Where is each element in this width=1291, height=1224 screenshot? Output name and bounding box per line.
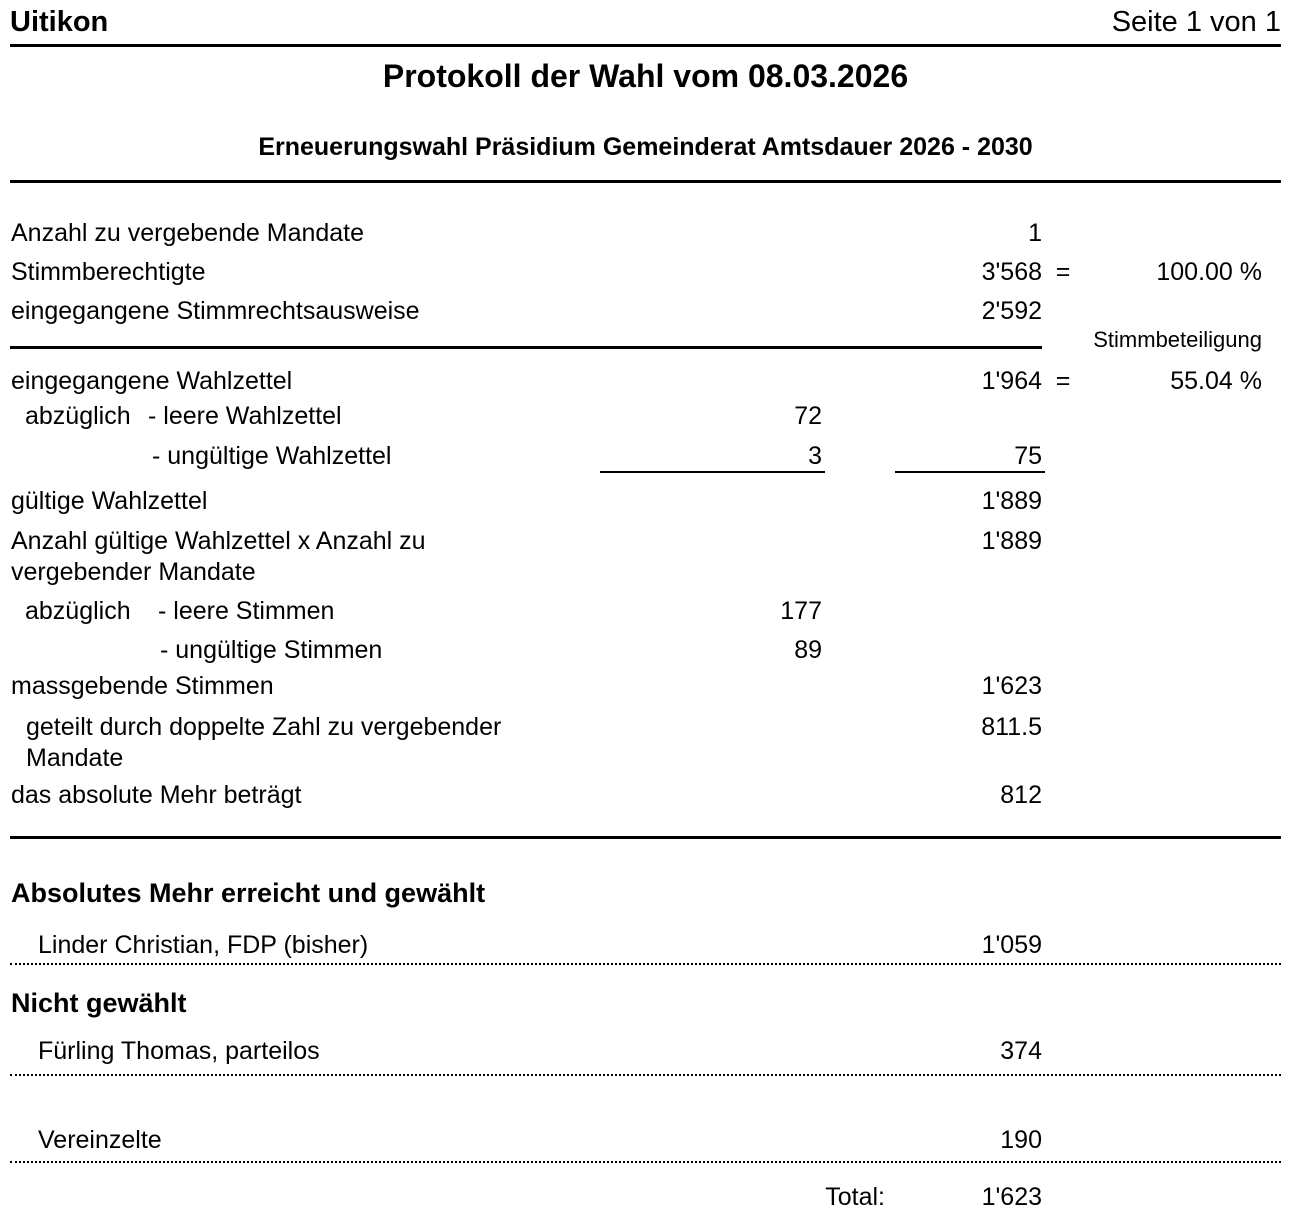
dotted-divider	[10, 1161, 1281, 1163]
page-number: Seite 1 von 1	[1111, 6, 1281, 38]
stat-label: gültige Wahlzettel	[11, 487, 208, 515]
document-title: Protokoll der Wahl vom 08.03.2026	[382, 58, 909, 94]
equals-sign: =	[1055, 258, 1071, 286]
stat-percentage: 100.00 %	[1156, 258, 1262, 286]
stat-label: das absolute Mehr beträgt	[11, 781, 302, 809]
stat-label-line2: vergebender Mandate	[11, 558, 256, 586]
candidate-votes: 374	[1000, 1037, 1042, 1065]
stat-label-line1: Anzahl gültige Wahlzettel x Anzahl zu	[11, 527, 426, 555]
stat-value: 72	[794, 402, 822, 430]
total-label: Total:	[825, 1183, 885, 1211]
stat-label-prefix: abzüglich	[25, 402, 131, 430]
turnout-note: Stimmbeteiligung	[1093, 327, 1262, 352]
total-value: 1'623	[981, 1183, 1042, 1211]
stat-label: massgebende Stimmen	[11, 672, 274, 700]
stat-value: 89	[794, 636, 822, 664]
not-elected-heading: Nicht gewählt	[11, 988, 187, 1018]
stat-label: Anzahl zu vergebende Mandate	[11, 219, 365, 247]
stat-value: 2'592	[981, 297, 1042, 325]
elected-heading: Absolutes Mehr erreicht und gewählt	[11, 878, 486, 908]
stat-value: 1'889	[981, 487, 1042, 515]
title-divider	[10, 180, 1281, 183]
dotted-divider	[10, 963, 1281, 965]
stat-label: - ungültige Wahlzettel	[152, 442, 392, 470]
document-subtitle: Erneuerungswahl Präsidium Gemeinderat Am…	[258, 133, 1033, 161]
stat-value: 812	[1000, 781, 1042, 809]
scattered-label: Vereinzelte	[38, 1126, 162, 1154]
stat-value: 1	[1028, 219, 1042, 247]
stat-label: Anzahl gültige Wahlzettel x Anzahl zu ve…	[11, 526, 426, 588]
stat-label: - leere Wahlzettel	[148, 402, 342, 430]
stat-label: - leere Stimmen	[158, 597, 335, 625]
stat-label: - ungültige Stimmen	[160, 636, 383, 664]
stat-value: 1'964	[981, 367, 1042, 395]
stat-label-prefix: abzüglich	[25, 597, 131, 625]
subtotal-divider	[10, 346, 1042, 349]
stat-value: 177	[780, 597, 822, 625]
stat-value: 811.5	[981, 713, 1042, 741]
candidate-votes: 1'059	[981, 931, 1042, 959]
stat-label-line1: geteilt durch doppelte Zahl zu vergebend…	[26, 713, 502, 741]
scattered-votes: 190	[1000, 1126, 1042, 1154]
stat-label: Stimmberechtigte	[11, 258, 206, 286]
stat-percentage: 55.04 %	[1170, 367, 1262, 395]
stat-value: 1'623	[981, 672, 1042, 700]
stat-value: 3'568	[981, 258, 1042, 286]
equals-sign: =	[1055, 367, 1071, 395]
section-divider	[10, 836, 1281, 839]
dotted-divider	[10, 1074, 1281, 1076]
stat-label: eingegangene Wahlzettel	[11, 367, 293, 395]
sum-underline-right	[895, 471, 1045, 473]
municipality-name: Uitikon	[10, 6, 109, 38]
stat-label: eingegangene Stimmrechtsausweise	[11, 297, 420, 325]
candidate-name: Fürling Thomas, parteilos	[38, 1037, 320, 1065]
candidate-name: Linder Christian, FDP (bisher)	[38, 931, 369, 959]
stat-value: 1'889	[981, 527, 1042, 555]
header-divider	[10, 44, 1281, 47]
sum-underline-mid	[600, 471, 825, 473]
stat-label-line2: Mandate	[26, 744, 124, 772]
stat-value: 75	[1014, 442, 1042, 470]
stat-value: 3	[808, 442, 822, 470]
stat-label: geteilt durch doppelte Zahl zu vergebend…	[26, 712, 501, 774]
